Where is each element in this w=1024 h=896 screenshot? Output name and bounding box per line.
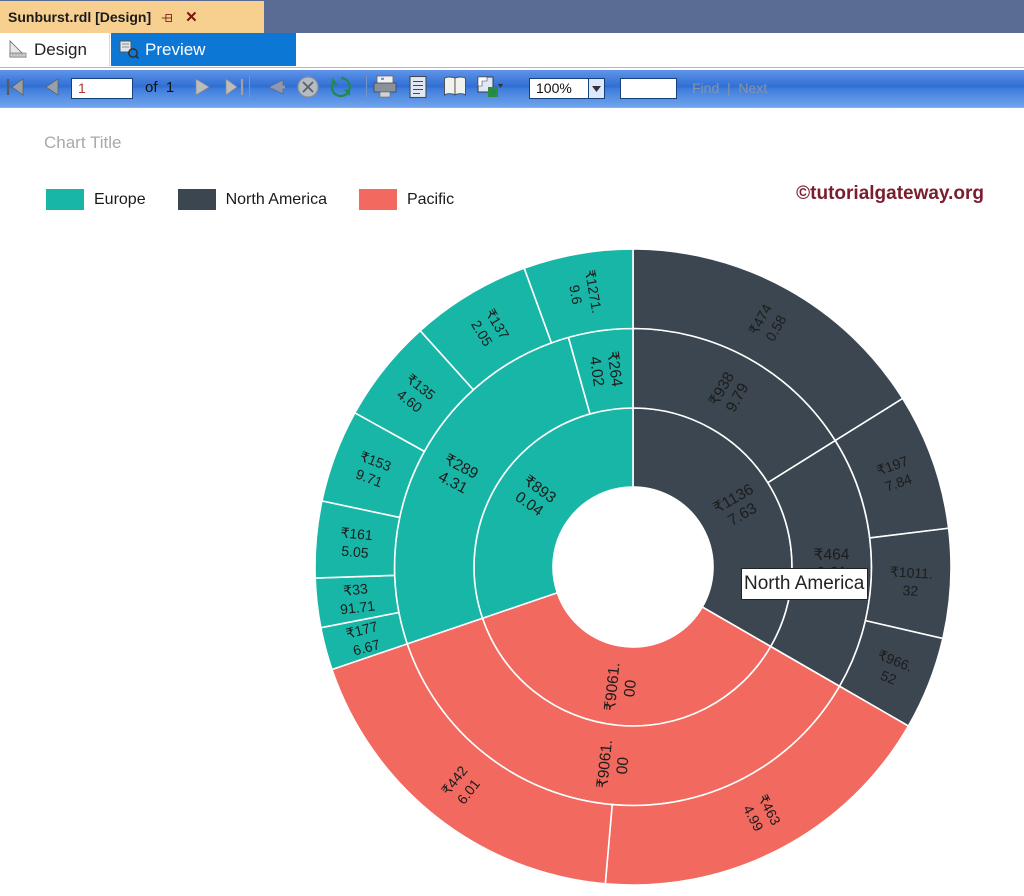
svg-text:5.05: 5.05: [340, 543, 369, 561]
svg-text:₹464: ₹464: [813, 546, 849, 564]
svg-text:₹1011.: ₹1011.: [889, 563, 933, 581]
svg-text:00: 00: [613, 756, 632, 775]
svg-text:9.6: 9.6: [566, 284, 585, 306]
svg-text:00: 00: [621, 679, 640, 698]
svg-text:₹33: ₹33: [342, 580, 368, 599]
svg-text:₹161: ₹161: [340, 524, 374, 543]
svg-text:32: 32: [902, 582, 919, 599]
